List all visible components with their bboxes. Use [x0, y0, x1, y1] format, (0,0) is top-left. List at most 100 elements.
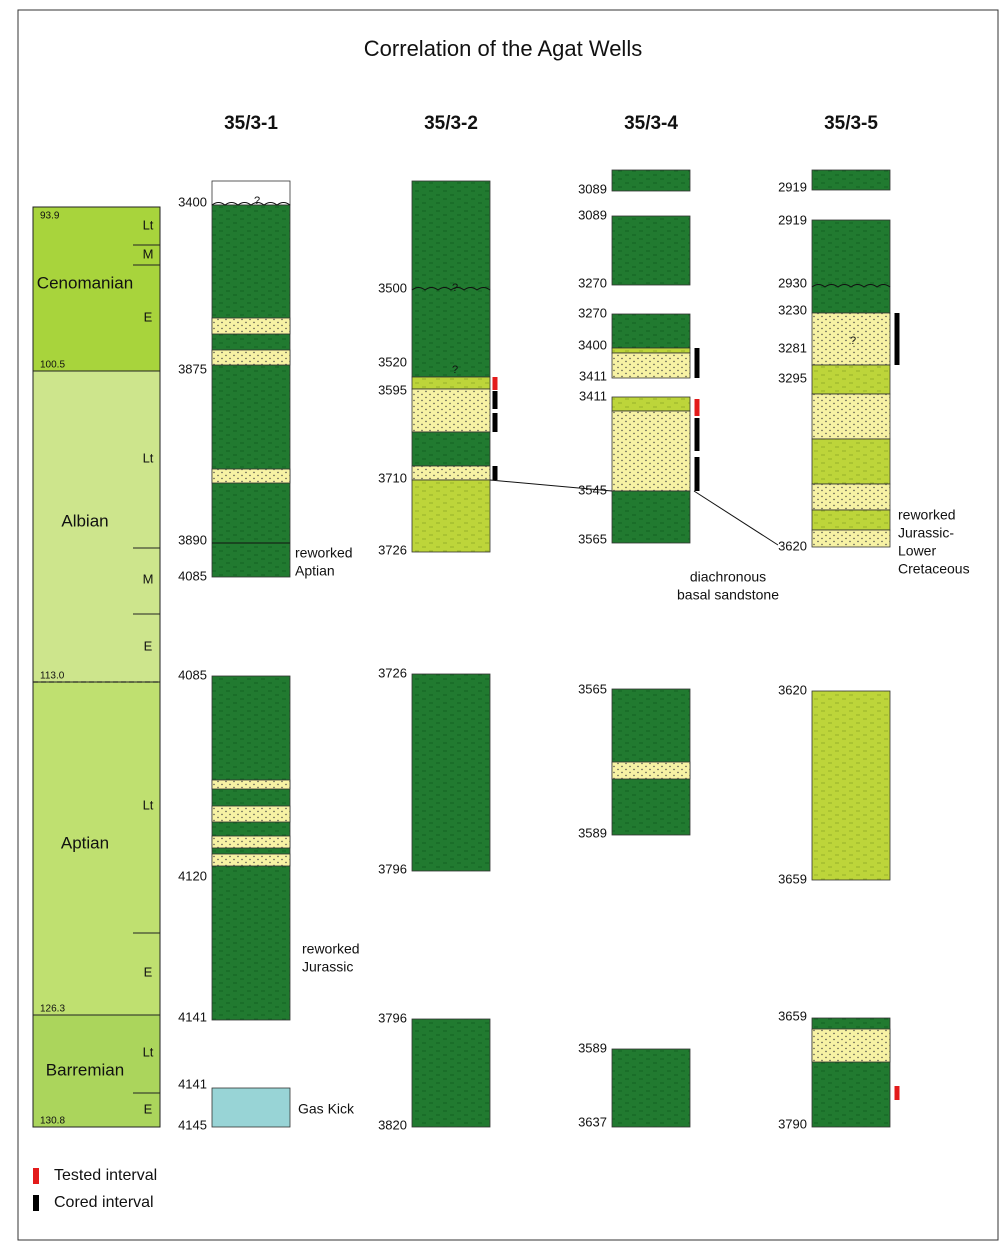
lithology-g: [411, 431, 491, 467]
depth-label: 4085: [178, 667, 207, 682]
lithology-g: [811, 169, 891, 191]
legend-swatch: [33, 1195, 39, 1211]
legend-swatch: [33, 1168, 39, 1184]
stage-name: Albian: [61, 511, 108, 530]
cored-marker: [492, 413, 498, 432]
note: Jurassic-: [898, 525, 954, 541]
substage-name: Lt: [143, 450, 154, 465]
lithology-l: [811, 364, 891, 395]
legend-label: Cored interval: [54, 1194, 154, 1211]
note: basal sandstone: [677, 587, 779, 603]
note: Cretaceous: [898, 561, 970, 577]
lithology-s: [811, 312, 891, 366]
depth-label: 3089: [578, 207, 607, 222]
lithology-l: [611, 347, 691, 354]
depth-label: 3796: [378, 861, 407, 876]
cored-marker: [694, 348, 700, 378]
depth-label: 3637: [578, 1114, 607, 1129]
substage-name: E: [144, 1101, 153, 1116]
lithology-s: [211, 779, 291, 790]
lithology-g: [211, 204, 291, 578]
lithology-g: [411, 1018, 491, 1128]
legend-label: Tested interval: [54, 1167, 157, 1184]
depth-label: 3089: [578, 181, 607, 196]
depth-label: 3295: [778, 370, 807, 385]
lithology-g: [611, 215, 691, 286]
tested-marker: [492, 377, 498, 390]
lithology-l: [411, 376, 491, 390]
stage-name: Barremian: [46, 1060, 124, 1079]
depth-label: 3620: [778, 538, 807, 553]
substage-name: M: [143, 571, 154, 586]
lithology-g: [411, 673, 491, 872]
lithology-s: [211, 835, 291, 849]
depth-label: 3565: [578, 681, 607, 696]
frame: [17, 9, 999, 1241]
lithology-l: [811, 438, 891, 485]
depth-label: 2930: [778, 275, 807, 290]
substage-name: E: [144, 638, 153, 653]
note: reworked: [295, 545, 353, 561]
note: reworked: [302, 941, 360, 957]
lithology-s: [611, 761, 691, 780]
depth-label: 3820: [378, 1117, 407, 1132]
depth-label: 3270: [578, 305, 607, 320]
lithology-l: [811, 509, 891, 531]
stage-name: Aptian: [61, 833, 109, 852]
note: Gas Kick: [298, 1101, 355, 1117]
depth-label: 3545: [578, 482, 607, 497]
depth-label: 3281: [778, 340, 807, 355]
depth-label: 3790: [778, 1116, 807, 1131]
depth-label: 3520: [378, 354, 407, 369]
lithology-s: [811, 483, 891, 511]
lithology-g: [411, 180, 491, 378]
note: diachronous: [690, 569, 766, 585]
lithology-s: [211, 805, 291, 823]
depth-label: 4141: [178, 1009, 207, 1024]
depth-label: 4120: [178, 868, 207, 883]
lithology-s: [211, 468, 291, 484]
lithology-g: [611, 1048, 691, 1128]
lithology-g: [611, 169, 691, 192]
substage-name: Lt: [143, 217, 154, 232]
stage-box: [32, 206, 161, 372]
depth-label: 3500: [378, 280, 407, 295]
lithology-s: [211, 349, 291, 366]
stage-box: [32, 370, 161, 683]
lithology-s: [411, 388, 491, 433]
substage-name: E: [144, 309, 153, 324]
depth-label: 3411: [579, 388, 607, 403]
depth-label: 3726: [378, 542, 407, 557]
depth-label: 3710: [378, 470, 407, 485]
age-label: 113.0: [40, 671, 65, 682]
well-name: 35/3-1: [224, 113, 278, 134]
depth-label: 3400: [178, 194, 207, 209]
note: Lower: [898, 543, 936, 559]
well-name: 35/3-4: [624, 113, 678, 134]
substage-name: Lt: [143, 1044, 154, 1059]
depth-label: 3620: [778, 682, 807, 697]
uncertain-mark: ?: [850, 335, 856, 347]
age-label: 100.5: [40, 360, 65, 371]
depth-label: 2919: [778, 179, 807, 194]
age-label: 126.3: [40, 1004, 65, 1015]
lithology-w: [211, 180, 291, 206]
depth-label: 3565: [578, 531, 607, 546]
tested-marker: [694, 399, 700, 416]
well-name: 35/3-2: [424, 113, 478, 134]
depth-label: 3589: [578, 825, 607, 840]
title: Correlation of the Agat Wells: [364, 36, 642, 61]
depth-label: 4085: [178, 568, 207, 583]
correlation-line: [489, 479, 613, 492]
lithology-l: [611, 396, 691, 412]
lithology-g: [811, 219, 891, 314]
stage-name: Cenomanian: [37, 273, 133, 292]
stage-box: [32, 1014, 161, 1128]
depth-label: 3659: [778, 871, 807, 886]
depth-label: 3589: [578, 1040, 607, 1055]
note: reworked: [898, 507, 956, 523]
lithology-s: [811, 529, 891, 548]
depth-label: 4141: [178, 1076, 207, 1091]
lithology-s: [211, 853, 291, 867]
